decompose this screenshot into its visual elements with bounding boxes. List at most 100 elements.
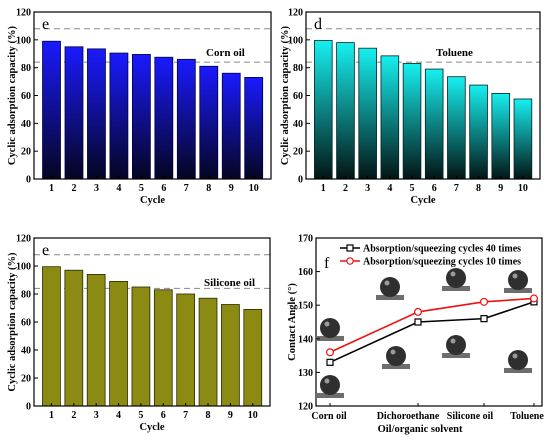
y-tick-label: 60 (21, 91, 31, 102)
x-tick-label: Dichoroethane (377, 411, 440, 422)
bar-3 (87, 48, 106, 180)
y-axis-label: Cyclic adsorption capacity (%) (7, 25, 18, 165)
series-label: Silicone oil (204, 277, 255, 289)
y-tick-label: 150 (298, 301, 313, 312)
y-tick-label: 170 (298, 234, 313, 245)
x-tick-label: 5 (138, 410, 143, 421)
x-tick-label: 2 (71, 183, 76, 194)
y-tick-label: 0 (26, 175, 31, 186)
point-marker (414, 318, 422, 326)
bar-2 (336, 42, 355, 180)
bar-9 (221, 72, 241, 180)
bar-9 (221, 304, 240, 407)
point-marker (326, 348, 335, 357)
y-tick-label: 100 (288, 35, 303, 46)
droplet-photo-icon (504, 270, 532, 293)
x-tick-label: 9 (498, 183, 503, 194)
x-tick-label: 9 (229, 183, 234, 194)
bar-7 (176, 293, 196, 407)
bar-1 (314, 40, 333, 180)
bar-7 (176, 58, 196, 180)
bar-2 (64, 46, 84, 180)
plot-frame (315, 237, 543, 407)
bar-10 (513, 98, 533, 180)
legend-label: Absorption/squeezing cycles 40 times (363, 244, 521, 255)
x-tick-label: 1 (49, 410, 54, 421)
bar-1 (42, 266, 61, 407)
y-tick-label: 60 (21, 318, 31, 329)
x-tick-label: 3 (94, 410, 99, 421)
y-tick-label: 20 (293, 147, 303, 158)
x-tick-label: Toluene (510, 411, 544, 422)
x-tick-label: 2 (343, 183, 348, 194)
point-marker (529, 294, 538, 303)
y-tick-label: 100 (16, 262, 31, 273)
substrate (376, 295, 404, 300)
bar-6 (154, 56, 174, 180)
x-tick-label: 7 (184, 183, 189, 194)
point-marker (326, 358, 334, 366)
legend-label: Absorption/squeezing cycles 10 times (363, 257, 521, 268)
series-line-2 (329, 297, 535, 353)
y-tick-label: 40 (21, 346, 31, 357)
point-marker (414, 307, 423, 316)
substrate (442, 286, 470, 291)
x-tick-label: 1 (321, 183, 326, 194)
droplet-photo-icon (316, 375, 344, 398)
x-axis-label: Cycle (140, 195, 165, 206)
x-tick-label: 8 (206, 183, 211, 194)
x-tick-label: 8 (476, 183, 481, 194)
bar-2 (64, 269, 84, 407)
droplet (380, 277, 400, 297)
droplet-highlight (512, 273, 518, 279)
droplet-photo-icon (382, 346, 410, 369)
y-tick-label: 20 (21, 147, 31, 158)
droplet-photo-icon (442, 335, 470, 358)
y-tick-label: 80 (21, 290, 31, 301)
substrate (504, 368, 532, 373)
bar-4 (109, 280, 128, 407)
y-tick-label: 20 (21, 374, 31, 385)
y-tick-label: 160 (298, 267, 313, 278)
droplet (386, 346, 406, 366)
y-tick-label: 120 (288, 8, 303, 19)
droplet-photo-icon (442, 268, 470, 291)
droplet-highlight (450, 338, 456, 344)
y-tick-label: 40 (21, 119, 31, 130)
substrate (382, 364, 410, 369)
bar-9 (491, 93, 511, 180)
droplet-photo-icon (504, 350, 532, 373)
bar-5 (131, 286, 151, 407)
x-tick-label: 3 (365, 183, 370, 194)
x-tick-label: 7 (454, 183, 459, 194)
bar-7 (447, 76, 466, 180)
bar-8 (469, 84, 488, 180)
x-tick-label: 4 (116, 183, 121, 194)
x-tick-label: Corn oil (311, 411, 347, 422)
panel-label: e (42, 242, 49, 259)
x-tick-label: 4 (116, 410, 121, 421)
point-marker (480, 315, 488, 323)
series-label: Corn oil (206, 47, 245, 59)
droplet-highlight (324, 321, 330, 327)
y-tick-label: 0 (298, 175, 303, 186)
x-tick-label: 9 (228, 410, 233, 421)
x-tick-label: 10 (249, 183, 259, 194)
y-tick-label: 0 (26, 402, 31, 413)
bar-3 (358, 47, 377, 180)
y-tick-label: 120 (16, 8, 31, 19)
bar-4 (380, 55, 400, 180)
y-tick-label: 80 (293, 63, 303, 74)
bar-3 (86, 273, 106, 407)
y-axis-label: Contact Angle (°) (287, 283, 298, 361)
droplet-highlight (450, 271, 456, 277)
x-tick-label: 10 (248, 410, 258, 421)
x-tick-label: 6 (161, 410, 166, 421)
legend-entry-2: Absorption/squeezing cycles 10 times (340, 257, 521, 268)
x-tick-label: 7 (183, 410, 188, 421)
bar-4 (109, 52, 129, 180)
legend-entry-1: Absorption/squeezing cycles 40 times (340, 244, 521, 255)
series-label: Toluene (436, 47, 473, 59)
